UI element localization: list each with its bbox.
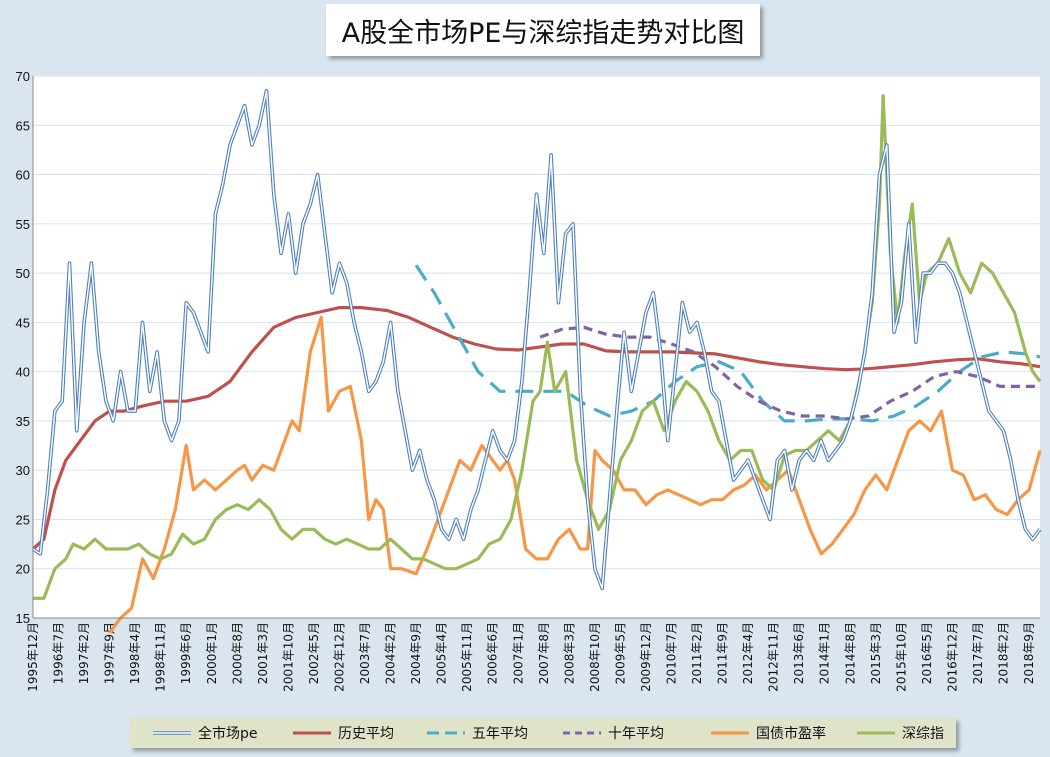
x-tick-label: 2002年12月 — [332, 622, 346, 692]
x-tick-label: 2009年12月 — [639, 622, 653, 692]
x-tick-label: 2011年9月 — [716, 622, 730, 684]
legend-item: 五年平均 — [426, 718, 528, 748]
x-tick-label: 1999年6月 — [179, 622, 193, 684]
y-tick-label: 15 — [16, 611, 30, 626]
y-tick-label: 25 — [16, 512, 30, 527]
x-tick-label: 2002年5月 — [307, 622, 321, 684]
y-tick-label: 70 — [16, 69, 30, 84]
y-axis-tick-labels: 15 20 25 30 35 40 45 50 55 60 65 70 — [16, 69, 30, 626]
chart-title: A股全市场PE与深综指走势对比图 — [326, 4, 760, 56]
series-line-ten-year-avg — [539, 325, 1040, 421]
x-tick-label: 2000年8月 — [230, 622, 244, 684]
legend-label: 十年平均 — [608, 726, 664, 742]
y-tick-label: 20 — [16, 562, 30, 577]
y-tick-label: 35 — [16, 414, 30, 429]
series-line-bond-pe — [108, 315, 1042, 634]
chart-title-text: A股全市场PE与深综指走势对比图 — [341, 17, 745, 49]
legend-label: 深综指 — [902, 726, 944, 742]
legend-label: 历史平均 — [338, 726, 394, 742]
series-line-pe-inner — [32, 90, 1041, 590]
legend-label: 五年平均 — [472, 726, 528, 742]
legend-swatch — [153, 731, 191, 735]
legend-swatch — [293, 731, 331, 735]
x-tick-label: 2015年3月 — [869, 622, 883, 684]
legend: 全市场pe 历史平均 五年平均 十年平均 国债市盈率 深综指 — [130, 718, 956, 748]
x-tick-label: 2005年4月 — [435, 622, 449, 684]
x-tick-label: 2001年3月 — [256, 622, 270, 684]
y-tick-label: 30 — [16, 463, 30, 478]
x-tick-label: 1997年2月 — [77, 622, 91, 684]
x-tick-label: 2016年5月 — [920, 622, 934, 684]
x-tick-label: 2001年10月 — [281, 622, 295, 692]
series-line-historical-avg — [31, 306, 1041, 551]
legend-item: 全市场pe — [152, 718, 258, 748]
y-tick-label: 50 — [16, 266, 30, 281]
legend-swatch — [427, 731, 465, 735]
x-tick-label: 2012年4月 — [741, 622, 755, 684]
legend-item: 历史平均 — [292, 718, 394, 748]
x-tick-label: 2008年10月 — [588, 622, 602, 692]
x-tick-label: 2007年1月 — [511, 622, 525, 684]
x-tick-label: 1998年11月 — [154, 622, 168, 692]
legend-swatch — [563, 731, 601, 735]
x-tick-label: 2005年11月 — [460, 622, 474, 692]
x-tick-label: 2018年2月 — [997, 622, 1011, 684]
series-lines — [31, 89, 1042, 634]
x-tick-label: 2012年11月 — [767, 622, 781, 692]
x-tick-label: 2009年5月 — [613, 622, 627, 684]
x-tick-label: 2010年7月 — [664, 622, 678, 684]
x-tick-label: 2000年1月 — [205, 622, 219, 684]
y-tick-label: 60 — [16, 168, 30, 183]
x-tick-label: 2015年10月 — [894, 622, 908, 692]
series-line-five-year-avg — [414, 264, 1041, 423]
x-tick-label: 2006年6月 — [486, 622, 500, 684]
x-tick-label: 2013年6月 — [792, 622, 806, 684]
y-tick-label: 65 — [16, 118, 30, 133]
x-tick-label: 1996年7月 — [52, 622, 66, 684]
x-tick-label: 2007年8月 — [537, 622, 551, 684]
x-tick-label: 2014年1月 — [818, 622, 832, 684]
x-axis-tick-labels: 1995年12月 1996年7月 1997年2月 1997年9月 1998年4月 1998… — [26, 622, 1036, 692]
x-tick-label: 2004年2月 — [384, 622, 398, 684]
legend-item: 国债市盈率 — [710, 718, 826, 748]
legend-item: 深综指 — [856, 718, 944, 748]
legend-label: 国债市盈率 — [756, 726, 826, 742]
x-tick-label: 1995年12月 — [26, 622, 40, 692]
y-tick-label: 55 — [16, 217, 30, 232]
y-tick-label: 45 — [16, 315, 30, 330]
x-tick-label: 2008年3月 — [562, 622, 576, 684]
x-tick-label: 2014年8月 — [843, 622, 857, 684]
x-tick-label: 2016年12月 — [945, 622, 959, 692]
x-tick-label: 2017年7月 — [971, 622, 985, 684]
legend-label: 全市场pe — [198, 726, 258, 742]
legend-item: 十年平均 — [562, 718, 664, 748]
x-tick-label: 2018年9月 — [1022, 622, 1036, 684]
x-tick-label: 2011年2月 — [690, 622, 704, 684]
x-tick-label: 1998年4月 — [128, 622, 142, 684]
x-tick-label: 2003年7月 — [358, 622, 372, 684]
legend-swatch — [711, 731, 749, 735]
y-tick-label: 40 — [16, 365, 30, 380]
x-tick-label: 1997年9月 — [103, 622, 117, 684]
legend-swatch — [857, 731, 895, 735]
x-tick-label: 2004年9月 — [409, 622, 423, 684]
